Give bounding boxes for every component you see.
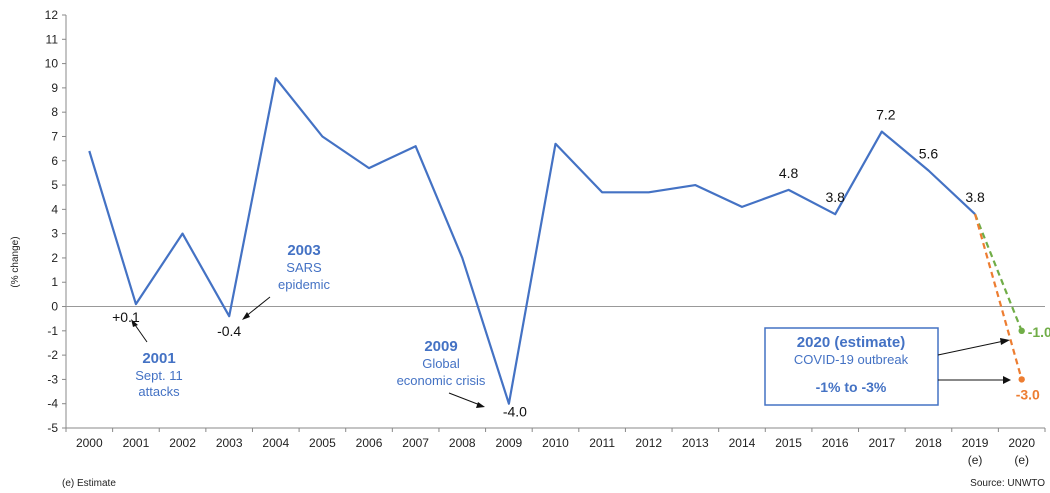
annotation-2009-line2: economic crisis xyxy=(397,373,486,388)
x-tick-label: 2002 xyxy=(169,436,196,450)
projection-line xyxy=(974,213,1023,380)
x-tick-label: 2003 xyxy=(216,436,243,450)
annotation-2001: 2001 Sept. 11 attacks xyxy=(131,319,183,399)
annotation-2001-line1: Sept. 11 xyxy=(135,368,182,383)
y-tick-label: -2 xyxy=(47,348,58,362)
annotation-2020-range: -1% to -3% xyxy=(816,379,887,395)
data-label: 4.8 xyxy=(779,165,799,181)
projection-point xyxy=(1018,376,1025,383)
data-label: 3.8 xyxy=(965,189,985,205)
y-tick-label: 2 xyxy=(51,251,58,265)
annotation-2003-title: 2003 xyxy=(287,242,320,259)
x-tick-label: 2015 xyxy=(775,436,802,450)
x-tick-label: 2016 xyxy=(822,436,849,450)
x-tick-label: 2006 xyxy=(356,436,383,450)
data-label: 7.2 xyxy=(876,107,896,123)
annotation-2020-box: 2020 (estimate) COVID-19 outbreak -1% to… xyxy=(764,327,1011,406)
annotation-2003-arrowhead xyxy=(242,312,250,320)
x-tick-label: 2007 xyxy=(402,436,429,450)
footnote: (e) Estimate xyxy=(62,478,116,489)
y-axis-title: (% change) xyxy=(10,236,21,287)
x-tick-label: 2017 xyxy=(868,436,895,450)
y-tick-label: 9 xyxy=(51,81,58,95)
x-tick-label: 2010 xyxy=(542,436,569,450)
y-tick-label: 6 xyxy=(51,154,58,168)
projection-point xyxy=(1018,327,1025,335)
data-label: 3.8 xyxy=(825,189,845,205)
annotation-2001-title: 2001 xyxy=(142,350,175,367)
y-tick-label: 7 xyxy=(51,129,58,143)
series-line xyxy=(88,77,976,405)
annotation-2020-title: 2020 (estimate) xyxy=(797,334,905,351)
data-label: -0.4 xyxy=(217,323,241,339)
x-tick-label: 2005 xyxy=(309,436,336,450)
y-tick-label: 4 xyxy=(51,202,58,216)
x-tick-estimate-mark: (e) xyxy=(968,453,983,467)
annotation-2003-line2: epidemic xyxy=(278,277,331,292)
x-tick-label: 2018 xyxy=(915,436,942,450)
annotation-2020-arrow-upper xyxy=(937,340,1005,356)
data-labels-layer: -1.0 -3.0 +0.1 -0.4 -4.0 4.8 3.8 7.2 5.6 3.8 xyxy=(112,107,1050,420)
y-tick-label: 0 xyxy=(51,300,58,314)
y-tick-label: 10 xyxy=(45,57,59,71)
x-tick-label: 2009 xyxy=(496,436,523,450)
annotation-2009-arrow xyxy=(448,392,481,406)
projection-label: -1.0 xyxy=(1028,324,1050,340)
y-tick-label: 12 xyxy=(45,8,59,22)
y-tick-label: 1 xyxy=(51,275,58,289)
y-tick-label: 3 xyxy=(51,227,58,241)
y-tick-label: -5 xyxy=(47,421,58,435)
x-tick-label: 2008 xyxy=(449,436,476,450)
annotation-2020-arrowhead-upper xyxy=(1000,338,1010,345)
x-tick-label: 2020 xyxy=(1008,436,1035,450)
source-note: Source: UNWTO xyxy=(970,478,1045,489)
y-tick-label: -1 xyxy=(47,324,58,338)
y-tick-label: -3 xyxy=(47,372,58,386)
y-tick-label: 8 xyxy=(51,105,58,119)
y-tick-label: -4 xyxy=(47,397,58,411)
annotation-2009-line1: Global xyxy=(422,356,460,371)
annotation-2001-arrowhead xyxy=(131,319,138,327)
annotation-2020-arrowhead-lower xyxy=(1003,376,1011,384)
x-tick-label: 2012 xyxy=(635,436,662,450)
annotation-2009-arrowhead xyxy=(476,402,485,408)
annotation-2003-line1: SARS xyxy=(286,260,322,275)
data-label: +0.1 xyxy=(112,309,140,325)
annotation-2003: 2003 SARS epidemic xyxy=(242,242,331,320)
series-layer xyxy=(88,77,1025,405)
annotation-2020-line1: COVID-19 outbreak xyxy=(794,352,909,367)
x-tick-label: 2001 xyxy=(123,436,150,450)
x-tick-label: 2004 xyxy=(262,436,289,450)
x-tick-label: 2014 xyxy=(729,436,756,450)
y-tick-label: 5 xyxy=(51,178,58,192)
data-label: 5.6 xyxy=(919,145,939,161)
projection-label: -3.0 xyxy=(1016,386,1040,402)
annotation-2009: 2009 Global economic crisis xyxy=(397,338,486,408)
annotation-2001-line2: attacks xyxy=(138,384,180,399)
x-tick-label: 2019 xyxy=(962,436,989,450)
data-label: -4.0 xyxy=(503,404,527,420)
x-axis: 2000 2001 2002 2003 2004 2005 2006 2007 2008 2009… xyxy=(65,427,1046,467)
y-tick-label: 11 xyxy=(46,32,59,46)
annotation-2009-title: 2009 xyxy=(424,338,457,355)
x-tick-label: 2013 xyxy=(682,436,709,450)
x-tick-label: 2000 xyxy=(76,436,103,450)
annotation-2003-arrow xyxy=(244,296,271,318)
x-tick-estimate-mark: (e) xyxy=(1014,453,1029,467)
x-tick-label: 2011 xyxy=(589,436,615,450)
projection-line xyxy=(974,213,1023,332)
annotation-2020-frame xyxy=(764,327,939,406)
